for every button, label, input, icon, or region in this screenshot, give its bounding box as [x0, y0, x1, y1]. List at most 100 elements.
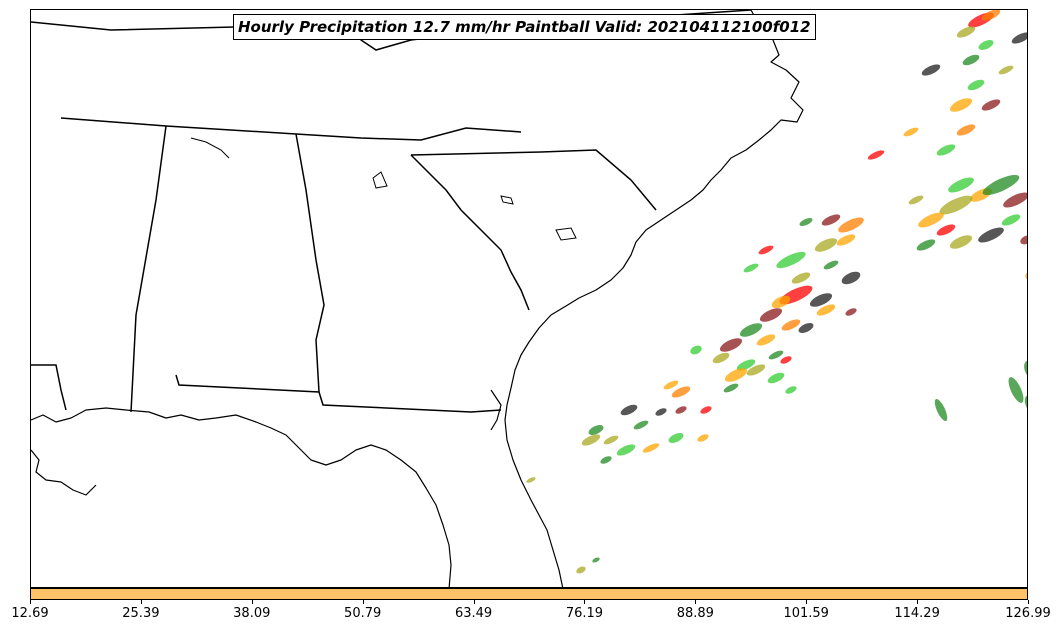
colorbar-tick-label: 114.29 [894, 606, 940, 621]
precipitation-blob [668, 433, 684, 443]
precipitation-blob [998, 65, 1014, 75]
colorbar-tick-label: 50.79 [344, 606, 382, 621]
precipitation-blob [908, 195, 924, 205]
colorbar-tick-label: 25.39 [122, 606, 160, 621]
colorbar-tick [251, 600, 253, 604]
precipitation-blob [814, 238, 838, 252]
precipitation-blob [936, 224, 956, 236]
precipitation-blob [1008, 377, 1024, 403]
precipitation-blob [526, 477, 536, 483]
precipitation-blob [1025, 270, 1027, 280]
precipitation-blob [978, 227, 1004, 243]
precipitation-blob [921, 64, 941, 76]
precipitation-blob [903, 127, 919, 137]
colorbar-tick [584, 600, 586, 604]
colorbar-tick [806, 600, 808, 604]
precipitation-blob [768, 350, 784, 360]
precipitation-blob [949, 98, 973, 112]
precipitation-blob [700, 406, 712, 414]
precipitation-blob [836, 234, 856, 246]
precipitation-blob [809, 293, 833, 307]
map-panel [30, 9, 1028, 588]
colorbar-tick [30, 600, 31, 604]
colorbar-tick-label: 101.59 [783, 606, 829, 621]
precipitation-blob [756, 334, 776, 346]
precipitation-blob [948, 177, 974, 193]
precipitation-blob [697, 434, 709, 442]
precipitation-blob [799, 217, 813, 227]
precipitation-blob [739, 323, 763, 337]
precipitation-blob [781, 319, 801, 331]
precipitation-blob [616, 444, 636, 456]
precipitation-blob [1024, 360, 1027, 380]
colorbar-tick-label: 76.19 [565, 606, 604, 621]
precipitation-blob [758, 245, 774, 255]
map-title: Hourly Precipitation 12.7 mm/hr Paintbal… [233, 14, 816, 40]
coastline [31, 10, 804, 587]
colorbar-tick [362, 600, 364, 604]
precipitation-blob [791, 272, 811, 284]
precipitation-blob [600, 456, 612, 464]
precipitation-blob [767, 372, 785, 384]
precipitation-blob [592, 557, 600, 563]
colorbar-tick-label: 38.09 [233, 606, 271, 621]
lakes [190, 137, 577, 241]
precipitation-blob [690, 345, 702, 355]
colorbar [30, 588, 1028, 600]
precipitation-blob [867, 150, 885, 160]
precipitation-blob [934, 398, 948, 422]
precipitation-blob [620, 404, 638, 416]
precipitation-blob [967, 79, 985, 91]
precipitation-blob [588, 425, 604, 435]
precipitation-blob [743, 263, 759, 273]
colorbar-tick [695, 600, 697, 604]
precipitation-blob [956, 26, 976, 38]
colorbar-tick-label: 63.49 [454, 606, 493, 621]
precipitation-blob [642, 443, 660, 453]
precipitation-blob [821, 214, 841, 226]
precipitation-blob [633, 420, 649, 430]
colorbar-tick-label: 88.89 [676, 606, 714, 621]
colorbar-tick [473, 600, 475, 604]
precipitation-blob [785, 386, 797, 394]
precipitation-blob [918, 212, 944, 228]
precipitation-blob [936, 144, 956, 156]
precipitation-blob [655, 408, 667, 416]
precipitation-blob [981, 10, 1001, 21]
colorbar-tick [917, 600, 919, 604]
precipitation-blob [671, 386, 691, 398]
precipitation-blob [780, 356, 792, 364]
precipitation-blob [746, 364, 766, 376]
precipitation-blob [723, 383, 739, 393]
precipitation-blob [916, 239, 936, 251]
precipitation-blob [1001, 214, 1021, 226]
colorbar-tick-label: 12.69 [11, 606, 49, 621]
precipitation-blob [982, 174, 1020, 196]
precipitation-blob [845, 308, 857, 316]
precipitation-blob [736, 359, 756, 371]
precipitation-blob [759, 308, 783, 322]
precipitation-blob [1011, 32, 1027, 44]
state-boundaries [31, 10, 752, 413]
precipitation-blob [1003, 192, 1027, 208]
precipitation-blob [838, 217, 864, 233]
colorbar-tick-label: 126.99 [1005, 606, 1051, 621]
precipitation-blob [823, 260, 839, 270]
precipitation-blob [771, 295, 791, 309]
map-canvas [31, 10, 1027, 587]
precipitation-blob [841, 271, 861, 285]
precipitation-blob [816, 304, 836, 316]
precipitation-blob [712, 352, 730, 364]
precipitation-blob [776, 251, 806, 269]
precipitation-blob [581, 434, 601, 446]
precipitation-blob [978, 40, 994, 50]
precipitation-blob [675, 406, 687, 414]
precipitation-blob [576, 566, 586, 574]
precipitation-blob [798, 323, 814, 333]
precipitation-blob [663, 380, 679, 390]
precipitation-blob [603, 435, 619, 445]
precipitation-blob [724, 368, 748, 382]
precipitation-blob [962, 54, 980, 66]
precipitation-blob [719, 338, 743, 352]
precipitation-blob [956, 124, 976, 136]
